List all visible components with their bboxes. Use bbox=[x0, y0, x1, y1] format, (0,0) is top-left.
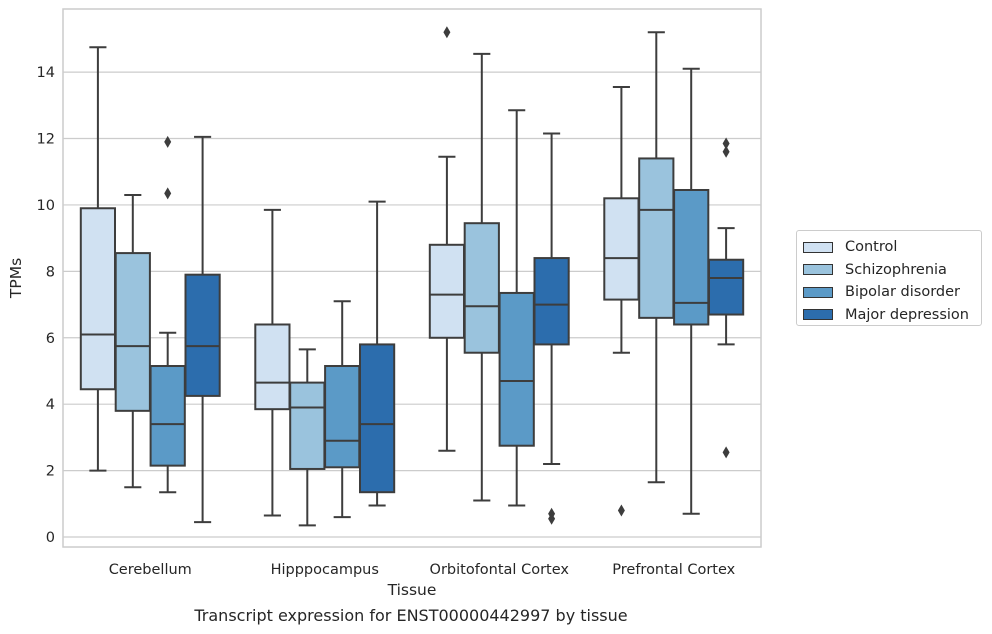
legend-label-control: Control bbox=[845, 239, 898, 256]
box-major-depression bbox=[358, 343, 396, 494]
box-bipolar-disorder bbox=[673, 188, 710, 326]
y-tick-label: 6 bbox=[46, 331, 55, 347]
legend-item-control: Control bbox=[803, 236, 981, 259]
y-tick-label: 4 bbox=[46, 397, 55, 413]
x-tick-label: Orbitofontal Cortex bbox=[430, 562, 570, 578]
y-tick-label: 2 bbox=[46, 464, 55, 480]
y-tick-label: 10 bbox=[37, 198, 55, 214]
box-control bbox=[254, 323, 291, 411]
legend-label-bipolar-disorder: Bipolar disorder bbox=[845, 284, 960, 301]
legend: Control Schizophrenia Bipolar disorder M… bbox=[796, 230, 982, 326]
legend-swatch-control bbox=[803, 241, 833, 253]
box-major-depression bbox=[184, 273, 221, 397]
legend-swatch-bipolar-disorder bbox=[803, 286, 833, 298]
box-plot-chart: 0 2 4 6 8 10 12 14 Cerebellum Hipppocampus Orbitof… bbox=[7, 8, 762, 599]
outlier-point-major-depression bbox=[722, 137, 730, 150]
box-major-depression bbox=[533, 257, 570, 346]
box-control bbox=[603, 197, 640, 301]
outlier-point-control bbox=[617, 504, 625, 517]
x-axis-label: Tissue bbox=[387, 581, 437, 599]
y-tick-label: 14 bbox=[37, 65, 55, 81]
legend-label-major-depression: Major depression bbox=[845, 306, 969, 323]
legend-swatch-major-depression bbox=[803, 309, 833, 321]
chart-caption: Transcript expression for ENST0000044299… bbox=[194, 606, 628, 625]
box-bipolar-disorder bbox=[498, 291, 535, 447]
plot-frame bbox=[62, 8, 762, 548]
legend-label-schizophrenia: Schizophrenia bbox=[845, 261, 947, 278]
box-control bbox=[79, 207, 117, 391]
x-tick-label: Hipppocampus bbox=[271, 562, 379, 578]
box-bipolar-disorder bbox=[324, 365, 361, 469]
y-tick-label: 12 bbox=[37, 132, 55, 148]
box-schizophrenia bbox=[289, 381, 326, 470]
box-control bbox=[428, 243, 466, 339]
box-schizophrenia bbox=[114, 252, 151, 412]
outlier-point-bipolar-disorder bbox=[164, 135, 172, 148]
legend-item-major-depression: Major depression bbox=[803, 304, 981, 327]
box-major-depression bbox=[707, 258, 745, 316]
y-tick-label: 0 bbox=[46, 530, 55, 546]
outlier-point-major-depression bbox=[548, 512, 556, 525]
box-bipolar-disorder bbox=[149, 365, 186, 467]
x-tick-label: Prefrontal Cortex bbox=[612, 562, 735, 578]
outlier-point-control bbox=[443, 26, 451, 39]
outlier-point-major-depression bbox=[722, 446, 730, 459]
outlier-point-major-depression bbox=[722, 145, 730, 158]
legend-swatch-schizophrenia bbox=[803, 264, 833, 276]
box-schizophrenia bbox=[638, 157, 675, 319]
box-schizophrenia bbox=[463, 222, 500, 354]
y-tick-label: 8 bbox=[46, 264, 55, 280]
outlier-point-bipolar-disorder bbox=[164, 187, 172, 200]
x-tick-label: Cerebellum bbox=[109, 562, 192, 578]
legend-item-bipolar-disorder: Bipolar disorder bbox=[803, 281, 981, 304]
legend-item-schizophrenia: Schizophrenia bbox=[803, 259, 981, 282]
y-axis-label: TPMs bbox=[7, 258, 25, 299]
